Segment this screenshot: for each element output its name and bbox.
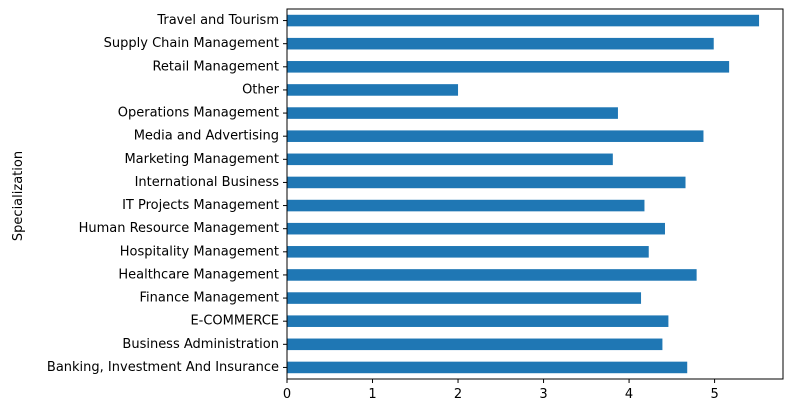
bar-11 [287, 107, 618, 119]
y-tick-label: Banking, Investment And Insurance [47, 360, 279, 375]
bar-5 [287, 246, 649, 258]
bar-9 [287, 153, 613, 166]
bar-14 [287, 37, 714, 50]
bar-3 [287, 292, 642, 304]
x-tick-label: 2 [454, 387, 462, 402]
x-tick-label: 3 [539, 387, 547, 402]
bar-12 [287, 84, 459, 96]
y-tick-label: E-COMMERCE [190, 314, 279, 329]
y-tick-label: Healthcare Management [118, 267, 279, 282]
x-tick-label: 0 [283, 387, 291, 402]
y-tick-label: Travel and Tourism [156, 13, 279, 28]
y-tick-label: IT Projects Management [122, 198, 279, 213]
bar-15 [287, 14, 760, 27]
plot-frame [286, 8, 784, 380]
y-tick-label: Marketing Management [124, 152, 279, 167]
y-tick-label: Other [242, 82, 280, 97]
y-tick-label: Human Resource Management [79, 221, 279, 236]
y-tick-label: Media and Advertising [134, 129, 279, 144]
bar-0 [287, 361, 688, 374]
y-tick-label: Supply Chain Management [104, 36, 279, 51]
y-axis-label: Specialization [11, 151, 26, 241]
bars-group [287, 14, 760, 374]
bar-1 [287, 338, 663, 351]
x-tick-label: 4 [625, 387, 633, 402]
bar-4 [287, 269, 697, 281]
y-tick-label: International Business [135, 175, 280, 190]
bar-6 [287, 222, 665, 235]
x-tick-label: 5 [710, 387, 718, 402]
bar-2 [287, 315, 669, 327]
y-tick-label: Retail Management [152, 59, 279, 74]
bar-13 [287, 61, 730, 73]
y-tick-label: Finance Management [139, 291, 279, 306]
y-tick-labels: Banking, Investment And Insurance Busines… [47, 13, 287, 375]
bar-10 [287, 130, 704, 142]
x-ticks: 0 1 2 3 4 5 [283, 379, 719, 402]
x-tick-label: 1 [368, 387, 376, 402]
y-tick-label: Hospitality Management [120, 244, 279, 259]
y-tick-label: Business Administration [122, 337, 279, 352]
bar-7 [287, 199, 645, 212]
bar-8 [287, 176, 686, 189]
y-tick-label: Operations Management [118, 106, 279, 121]
